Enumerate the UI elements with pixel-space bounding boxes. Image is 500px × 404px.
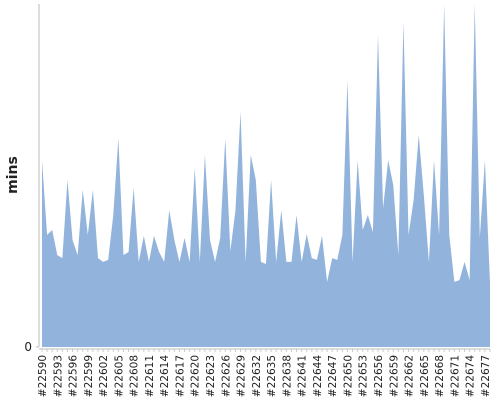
x-tick-label: #22638 bbox=[281, 355, 293, 397]
x-tick-label: #22617 bbox=[174, 355, 186, 397]
y-tick-label: 0 bbox=[24, 340, 32, 354]
x-tick-label: #22620 bbox=[190, 355, 202, 397]
x-tick-label: #22674 bbox=[465, 355, 477, 398]
x-tick-label: #22644 bbox=[312, 355, 324, 398]
x-tick-label: #22605 bbox=[113, 355, 125, 397]
x-tick-label: #22608 bbox=[129, 355, 141, 397]
x-tick-label: #22635 bbox=[266, 355, 278, 397]
x-tick-label: #22623 bbox=[205, 355, 217, 397]
x-tick-label: #22596 bbox=[68, 355, 80, 398]
x-tick-label: #22650 bbox=[342, 355, 354, 397]
x-tick-label: #22614 bbox=[159, 355, 171, 398]
x-tick-label: #22659 bbox=[388, 355, 400, 397]
x-tick-label: #22671 bbox=[449, 355, 461, 397]
x-tick-label: #22611 bbox=[144, 355, 156, 397]
x-tick-label: #22626 bbox=[220, 355, 232, 398]
x-tick-label: #22629 bbox=[236, 355, 248, 397]
x-tick-label: #22599 bbox=[83, 355, 95, 397]
y-axis-label: mins bbox=[5, 156, 21, 194]
x-tick-label: #22656 bbox=[373, 355, 385, 398]
x-tick-label: #22641 bbox=[297, 355, 309, 397]
x-tick-label: #22590 bbox=[37, 355, 49, 397]
x-tick-label: #22665 bbox=[419, 355, 431, 397]
area bbox=[42, 4, 490, 347]
x-tick-label: #22632 bbox=[251, 355, 263, 397]
x-tick-label: #22668 bbox=[434, 355, 446, 397]
x-tick-label: #22647 bbox=[327, 355, 339, 397]
x-tick-label: #22662 bbox=[404, 355, 416, 397]
x-tick-label: #22602 bbox=[98, 355, 110, 397]
x-tick-label: #22653 bbox=[358, 355, 370, 397]
x-tick-label: #22593 bbox=[52, 355, 64, 397]
x-tick-label: #22677 bbox=[480, 355, 492, 397]
